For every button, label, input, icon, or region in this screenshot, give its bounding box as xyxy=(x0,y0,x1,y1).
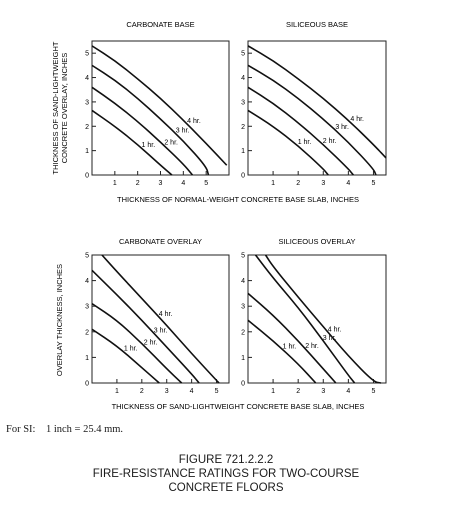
panel-carbonate-overlay: CARBONATE OVERLAY 0 1 2 3 4 5 1 2 3 4 5 1 hr. 2 hr. 3 … xyxy=(85,237,230,395)
x-tick-label: 3 xyxy=(321,388,325,395)
x-tick-label: 5 xyxy=(204,180,208,187)
y-tick-label: 3 xyxy=(85,304,89,311)
figure-title-line2: CONCRETE FLOORS xyxy=(168,482,284,494)
x-axis-label-bottom: THICKNESS OF SAND-LIGHTWEIGHT CONCRETE B… xyxy=(112,402,365,411)
x-tick-label: 4 xyxy=(346,180,350,187)
y-tick-label: 2 xyxy=(241,124,245,131)
curve-1-hr xyxy=(247,319,317,384)
y-tick-label: 4 xyxy=(85,278,89,285)
curve-label: 1 hr. xyxy=(298,139,312,146)
y-tick-label: 3 xyxy=(241,304,245,311)
y-tick-label: 0 xyxy=(241,381,245,388)
curve-1-hr xyxy=(247,109,329,176)
x-tick-label: 1 xyxy=(271,388,275,395)
curve-label: 3 hr. xyxy=(323,335,337,342)
curve-label: 4 hr. xyxy=(159,311,173,318)
x-tick-label: 1 xyxy=(271,180,275,187)
x-tick-label: 2 xyxy=(296,180,300,187)
curve-label: 2 hr. xyxy=(323,138,337,145)
y-axis-label-top-line2: CONCRETE OVERLAY, INCHES xyxy=(60,53,69,164)
y-tick-label: 1 xyxy=(241,148,245,155)
curve-label: 4 hr. xyxy=(187,118,201,125)
y-tick-label: 0 xyxy=(241,173,245,180)
plot-frame xyxy=(247,40,387,176)
panel-title: SILICEOUS BASE xyxy=(286,20,348,29)
x-tick-label: 4 xyxy=(181,180,185,187)
curve-label: 1 hr. xyxy=(124,346,138,353)
curve-2-hr xyxy=(247,86,354,176)
curve-1-hr xyxy=(91,328,160,384)
y-tick-label: 5 xyxy=(85,253,89,260)
x-tick-label: 3 xyxy=(165,388,169,395)
y-tick-label: 4 xyxy=(241,75,245,82)
y-axis-label-top-line1: THICKNESS OF SAND-LIGHTWEIGHT xyxy=(51,41,60,174)
x-tick-label: 5 xyxy=(372,388,376,395)
curve-2-hr xyxy=(91,86,194,176)
y-tick-label: 5 xyxy=(241,51,245,58)
curve-label: 2 hr. xyxy=(305,343,319,350)
figure-title-line1: FIRE-RESISTANCE RATINGS FOR TWO-COURSE xyxy=(92,468,360,480)
figure-number: FIGURE 721.2.2.2 xyxy=(178,454,274,466)
panel-title: CARBONATE BASE xyxy=(126,20,194,29)
curve-4-hr xyxy=(247,45,387,159)
y-tick-label: 5 xyxy=(241,253,245,260)
curve-label: 3 hr. xyxy=(154,327,168,334)
curve-4-hr xyxy=(101,254,220,384)
plot-frame xyxy=(247,254,387,384)
x-tick-label: 2 xyxy=(296,388,300,395)
curve-3-hr xyxy=(91,64,210,176)
curve-label: 1 hr. xyxy=(142,142,156,149)
y-tick-label: 4 xyxy=(85,75,89,82)
x-tick-label: 2 xyxy=(140,388,144,395)
curve-3-hr xyxy=(247,64,377,176)
y-tick-label: 2 xyxy=(241,329,245,336)
curve-label: 2 hr. xyxy=(164,140,178,147)
x-tick-label: 2 xyxy=(136,180,140,187)
curve-label: 4 hr. xyxy=(328,327,342,334)
curve-label: 3 hr. xyxy=(335,124,349,131)
x-tick-label: 1 xyxy=(115,388,119,395)
x-axis-label-top: THICKNESS OF NORMAL-WEIGHT CONCRETE BASE… xyxy=(117,195,359,204)
curve-2-hr xyxy=(91,302,183,384)
panel-title: SILICEOUS OVERLAY xyxy=(279,237,356,246)
x-tick-label: 4 xyxy=(346,388,350,395)
y-tick-label: 3 xyxy=(241,99,245,106)
curve-label: 2 hr. xyxy=(144,339,158,346)
curve-4-hr xyxy=(91,45,228,166)
x-tick-label: 4 xyxy=(190,388,194,395)
curve-label: 3 hr. xyxy=(176,128,190,135)
y-tick-label: 5 xyxy=(85,51,89,58)
plot-frame xyxy=(91,40,230,176)
y-tick-label: 0 xyxy=(85,173,89,180)
curve-4-hr xyxy=(264,254,382,384)
panel-carbonate-base: CARBONATE BASE 0 1 2 3 4 5 1 2 3 4 5 1 hr. 2 hr. 3 hr.… xyxy=(85,20,230,187)
si-conversion-note: For SI: 1 inch = 25.4 mm. xyxy=(6,424,124,435)
curve-1-hr xyxy=(91,109,173,176)
x-tick-label: 1 xyxy=(113,180,117,187)
y-axis-label-bottom: OVERLAY THICKNESS, INCHES xyxy=(55,264,64,376)
y-tick-label: 2 xyxy=(85,124,89,131)
panel-siliceous-overlay: SILICEOUS OVERLAY 0 1 2 3 4 5 1 2 3 4 5 1 hr. 2 hr. 3 … xyxy=(241,237,387,395)
curve-2-hr xyxy=(247,292,337,384)
curve-label: 1 hr. xyxy=(283,343,297,350)
y-tick-label: 2 xyxy=(85,329,89,336)
figure-charts: THICKNESS OF SAND-LIGHTWEIGHT CONCRETE O… xyxy=(51,20,387,411)
y-tick-label: 0 xyxy=(85,381,89,388)
y-tick-label: 1 xyxy=(85,148,89,155)
x-tick-label: 3 xyxy=(321,180,325,187)
curve-label: 4 hr. xyxy=(350,116,364,123)
y-tick-label: 1 xyxy=(85,355,89,362)
x-tick-label: 5 xyxy=(372,180,376,187)
panel-siliceous-base: SILICEOUS BASE 0 1 2 3 4 5 1 2 3 4 5 1 hr. 2 hr. 3 hr.… xyxy=(241,20,387,187)
panel-title: CARBONATE OVERLAY xyxy=(119,237,202,246)
x-tick-label: 5 xyxy=(215,388,219,395)
y-tick-label: 4 xyxy=(241,278,245,285)
plot-frame xyxy=(91,254,230,384)
y-tick-label: 3 xyxy=(85,99,89,106)
curve-3-hr xyxy=(254,254,356,384)
curve-3-hr xyxy=(91,269,200,384)
y-tick-label: 1 xyxy=(241,355,245,362)
x-tick-label: 3 xyxy=(159,180,163,187)
